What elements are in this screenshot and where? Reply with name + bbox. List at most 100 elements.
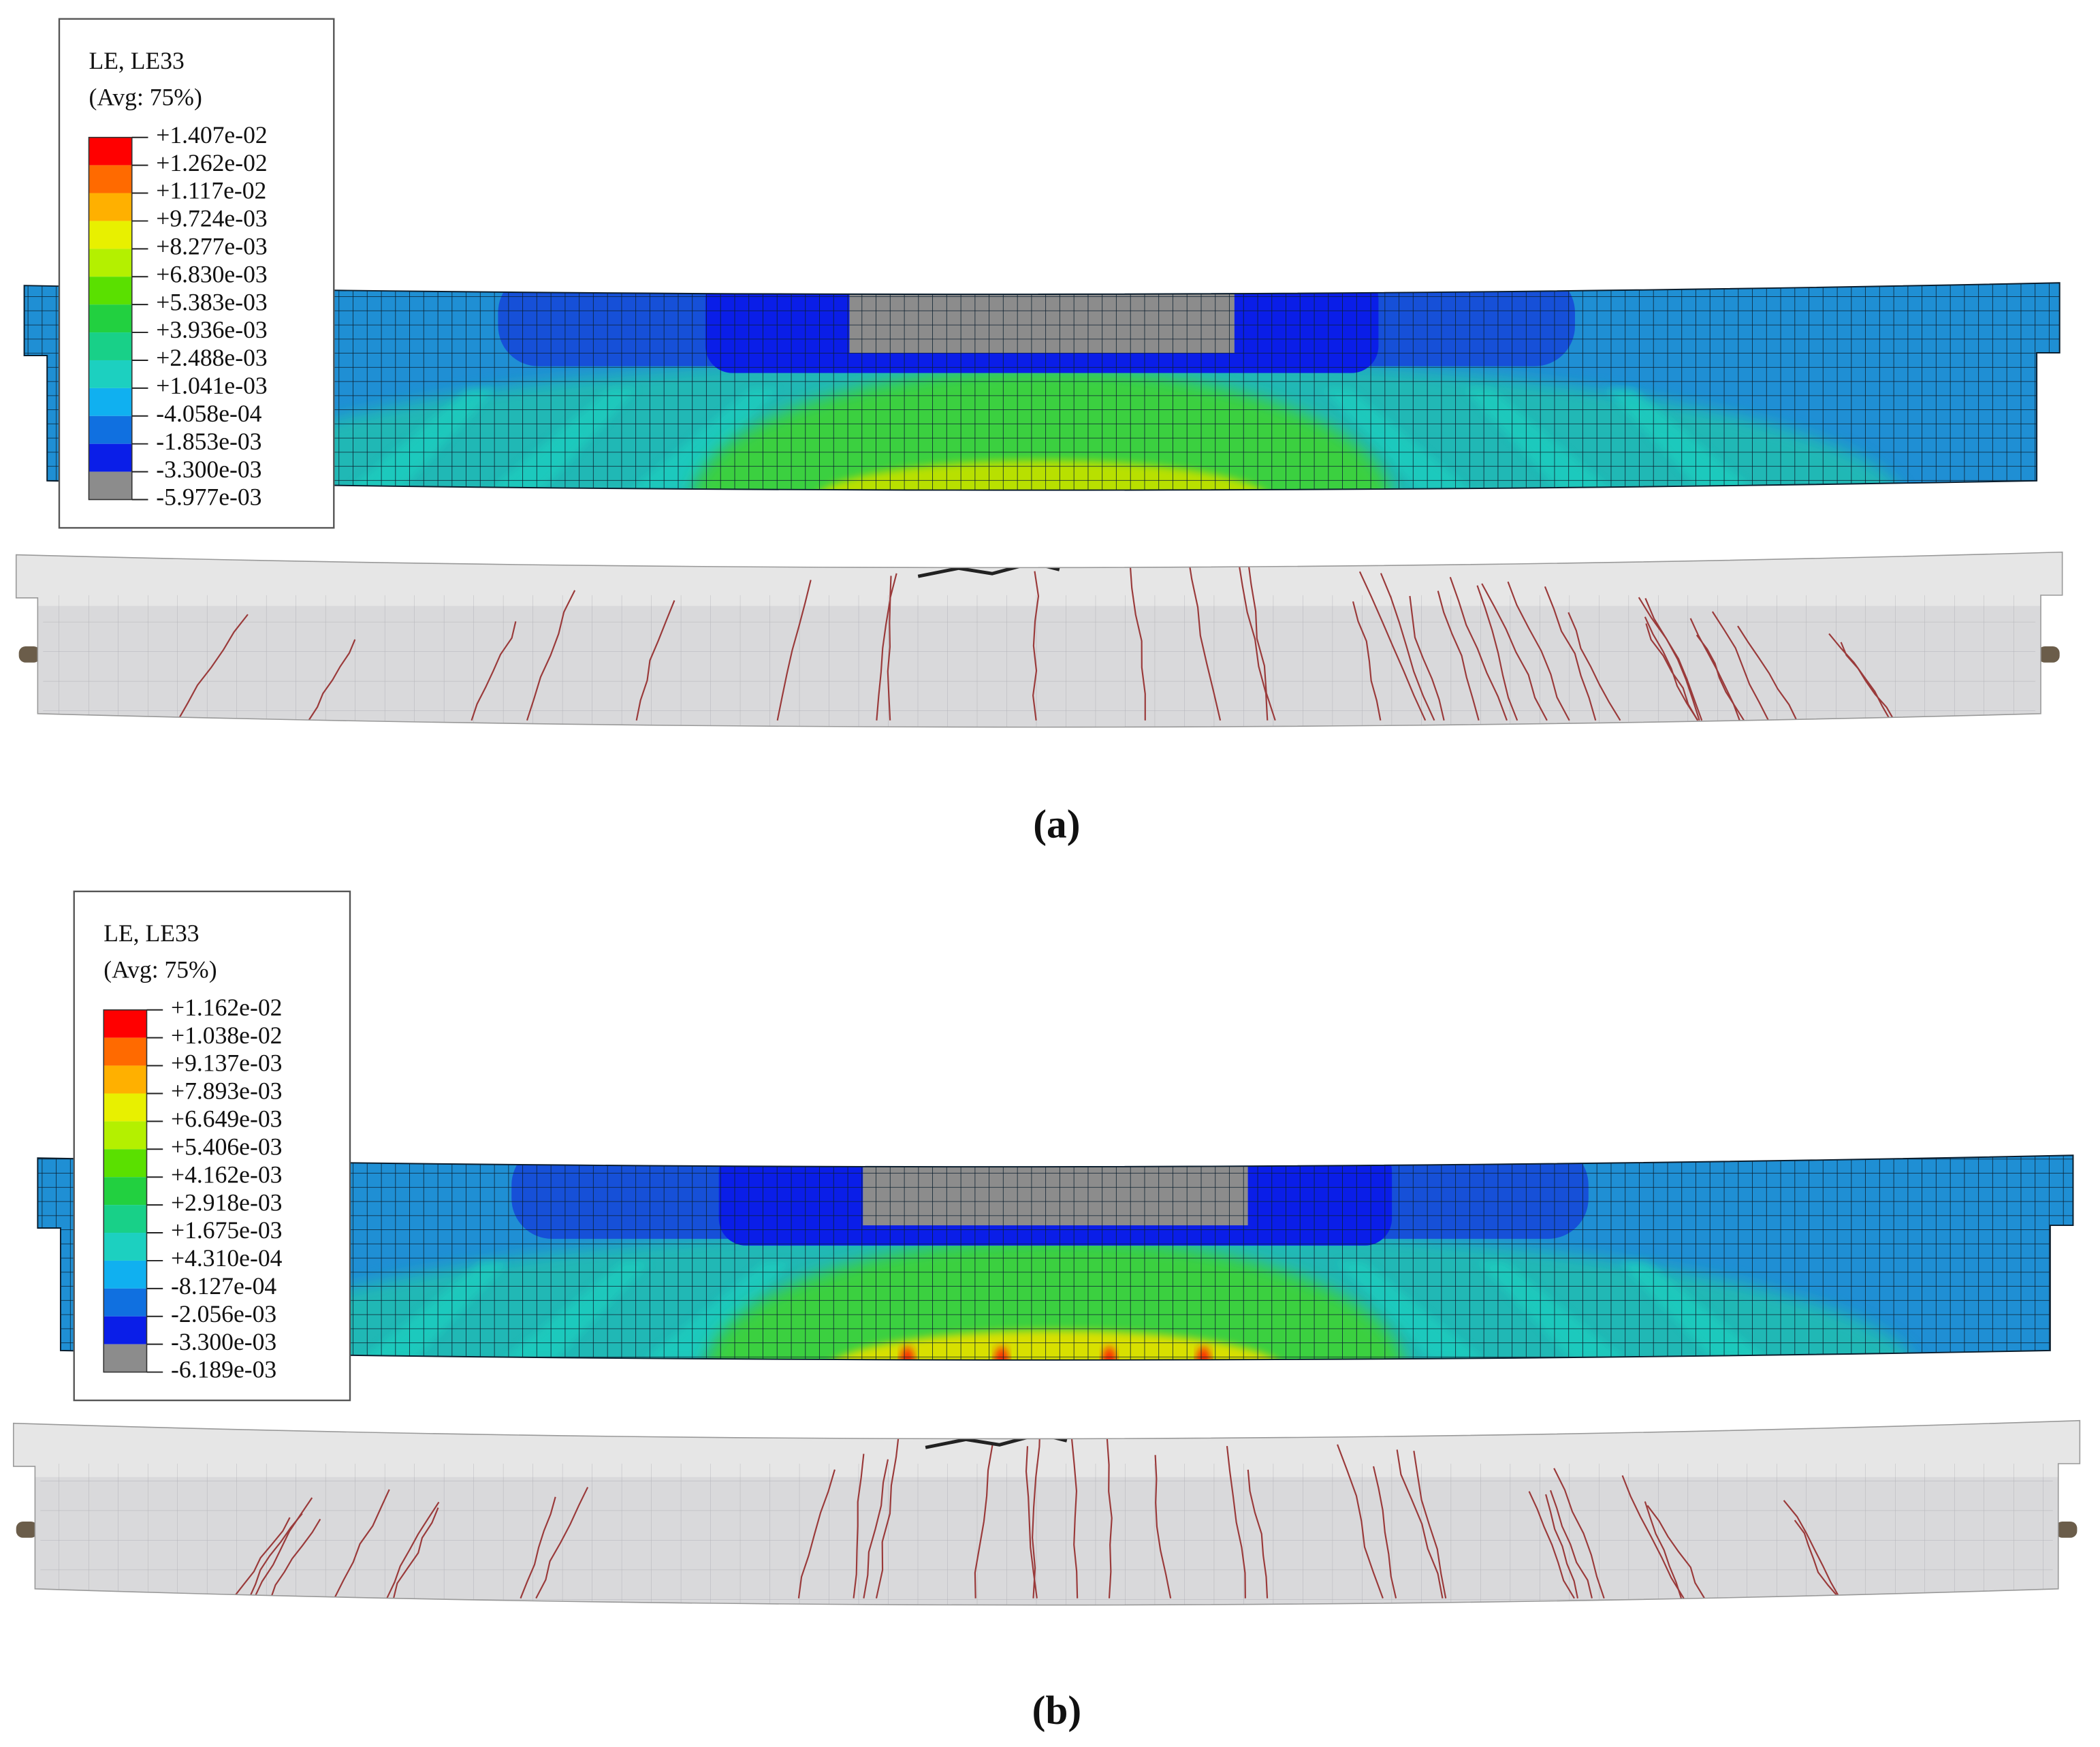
- crack-line: [1186, 552, 1222, 721]
- crack-line: [520, 1496, 556, 1599]
- legend-swatch: [104, 1065, 147, 1094]
- legend-label: +3.936e-03: [156, 316, 267, 343]
- crack-line: [1396, 1449, 1444, 1599]
- legend-swatch: [89, 249, 132, 277]
- mesh: [24, 283, 2060, 490]
- crack-line: [1437, 591, 1480, 721]
- caption: (b): [1032, 1687, 1081, 1732]
- contour-zones: [24, 283, 2060, 490]
- crack-line: [1481, 583, 1548, 721]
- legend: LE, LE33(Avg: 75%)+1.407e-02+1.262e-02+1…: [58, 18, 335, 529]
- mesh: [37, 1155, 2073, 1360]
- crack-line: [1794, 1520, 1841, 1599]
- crack-line: [1070, 1437, 1079, 1599]
- legend-label: +2.488e-03: [156, 344, 267, 371]
- legend-swatch: [89, 221, 132, 249]
- crack-line: [270, 1518, 321, 1599]
- crack-line: [1568, 612, 1621, 721]
- crack-line: [974, 1444, 993, 1599]
- rod-left: [18, 646, 41, 663]
- crack-line: [177, 614, 249, 721]
- legend-swatch: [104, 1344, 147, 1372]
- legend-label: +6.649e-03: [171, 1105, 282, 1133]
- legend-label: -3.300e-03: [171, 1328, 276, 1355]
- crack-line: [1737, 625, 1798, 721]
- crack-line: [1226, 1445, 1246, 1599]
- crack-line: [1409, 595, 1445, 721]
- legend-label: +5.383e-03: [156, 288, 267, 315]
- crack-line: [1476, 585, 1518, 721]
- legend-label: -8.127e-04: [171, 1272, 276, 1300]
- crack-line: [392, 1507, 439, 1599]
- crack-line: [386, 1501, 440, 1599]
- contour-zones: [37, 1155, 2073, 1360]
- crack-line: [1025, 1446, 1038, 1599]
- legend-label: -1.853e-03: [156, 428, 261, 455]
- legend-bar-frame: [88, 136, 133, 501]
- crack-line: [1528, 1491, 1575, 1599]
- crack-line: [1544, 586, 1597, 721]
- legend-label: -5.977e-03: [156, 484, 261, 511]
- legend-swatch: [89, 137, 132, 166]
- legend-label: -4.058e-04: [156, 400, 261, 427]
- beam-outline: [37, 1154, 2074, 1361]
- legend-title: LE, LE33: [104, 919, 199, 947]
- legend-swatch: [104, 1233, 147, 1261]
- grid: [40, 1463, 2053, 1605]
- specimen-photo: [15, 551, 2063, 728]
- crack-line: [1372, 1466, 1397, 1599]
- legend-label: +7.893e-03: [171, 1077, 282, 1105]
- fe-beam: [37, 1154, 2074, 1361]
- crack-line: [1352, 601, 1382, 721]
- legend-subtitle: (Avg: 75%): [104, 956, 217, 983]
- crack-line: [334, 1489, 390, 1599]
- crack-line: [308, 639, 356, 721]
- crack-line: [797, 1469, 836, 1599]
- crack-line: [1711, 611, 1770, 721]
- crack-line: [1783, 1500, 1841, 1599]
- legend-swatch: [104, 1260, 147, 1289]
- legend-subtitle: (Avg: 75%): [89, 84, 202, 111]
- crack-line: [1247, 1469, 1269, 1599]
- legend-label: +9.724e-03: [156, 205, 267, 232]
- crack-line: [248, 1513, 303, 1599]
- legend-swatch: [104, 1093, 147, 1122]
- crack-line: [1032, 571, 1040, 721]
- legend-label: +1.041e-03: [156, 372, 267, 399]
- legend-swatch: [104, 1177, 147, 1206]
- legend-swatch: [104, 1288, 147, 1317]
- crack-line: [1237, 558, 1269, 721]
- crack-line: [1154, 1455, 1172, 1599]
- legend-swatch: [89, 415, 132, 444]
- beam-outline: [23, 282, 2061, 491]
- grid: [43, 595, 2036, 727]
- legend-label: +1.117e-02: [156, 177, 266, 204]
- rod-right: [2055, 1521, 2078, 1538]
- crack-line: [1689, 618, 1740, 721]
- crack-line: [1106, 1438, 1113, 1599]
- legend-label: -3.300e-03: [156, 456, 261, 483]
- crack-line: [1358, 571, 1427, 721]
- legend-label: +2.918e-03: [171, 1189, 282, 1216]
- legend: LE, LE33 (Avg: 75%) +1.162e-02+1.038e-02+9…: [73, 890, 351, 1402]
- crack-line: [1644, 597, 1700, 721]
- crack-line: [1380, 573, 1435, 721]
- legend-label: +9.137e-03: [171, 1050, 282, 1077]
- legend-label: +4.310e-04: [171, 1244, 283, 1272]
- crack-line: [776, 580, 812, 721]
- crack-line: [1129, 561, 1146, 721]
- crack-line: [1449, 577, 1508, 721]
- rod-right: [2038, 646, 2060, 663]
- legend-swatch: [89, 332, 132, 360]
- legend-swatch: [104, 1316, 147, 1344]
- legend-swatch: [104, 1205, 147, 1233]
- legend-swatch: [89, 277, 132, 305]
- crack-line: [887, 573, 897, 721]
- crack-line: [1828, 633, 1892, 721]
- legend-bar-frame: [103, 1009, 148, 1373]
- crack-line: [1545, 1494, 1579, 1599]
- crack-line: [1507, 581, 1570, 721]
- legend-swatch: [104, 1037, 147, 1066]
